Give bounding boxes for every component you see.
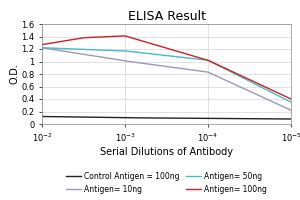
Control Antigen = 100ng — [139, 117, 142, 119]
Antigen= 10ng — [197, 70, 200, 72]
Line: Antigen= 10ng: Antigen= 10ng — [42, 48, 291, 110]
Control Antigen = 100ng — [220, 117, 224, 120]
Antigen= 10ng — [220, 77, 224, 80]
Antigen= 10ng — [70, 51, 74, 54]
Antigen= 50ng — [197, 58, 200, 60]
Antigen= 10ng — [221, 78, 225, 80]
Line: Antigen= 100ng: Antigen= 100ng — [42, 36, 291, 99]
Antigen= 100ng — [70, 38, 74, 41]
Legend: Control Antigen = 100ng, Antigen= 10ng, Antigen= 50ng, Antigen= 100ng: Control Antigen = 100ng, Antigen= 10ng, … — [66, 172, 267, 194]
Y-axis label: O.D.: O.D. — [10, 64, 20, 84]
Antigen= 100ng — [140, 39, 143, 42]
Antigen= 100ng — [289, 98, 293, 100]
Control Antigen = 100ng — [70, 116, 74, 118]
Control Antigen = 100ng — [197, 117, 200, 120]
Control Antigen = 100ng — [40, 115, 44, 118]
Antigen= 100ng — [123, 35, 127, 37]
Line: Antigen= 50ng: Antigen= 50ng — [42, 48, 291, 102]
Antigen= 100ng — [197, 56, 201, 59]
Antigen= 50ng — [121, 50, 125, 52]
Antigen= 50ng — [40, 47, 44, 49]
Antigen= 50ng — [139, 51, 142, 54]
Antigen= 100ng — [121, 35, 125, 37]
Antigen= 50ng — [70, 48, 74, 50]
Antigen= 50ng — [220, 66, 224, 68]
Antigen= 50ng — [221, 67, 225, 69]
Antigen= 10ng — [40, 47, 44, 49]
Antigen= 100ng — [220, 66, 224, 68]
Antigen= 50ng — [289, 101, 293, 103]
X-axis label: Serial Dilutions of Antibody: Serial Dilutions of Antibody — [100, 147, 233, 157]
Antigen= 100ng — [222, 66, 225, 69]
Antigen= 10ng — [139, 62, 142, 64]
Antigen= 10ng — [121, 59, 125, 62]
Title: ELISA Result: ELISA Result — [128, 10, 206, 23]
Antigen= 10ng — [289, 109, 293, 111]
Control Antigen = 100ng — [221, 117, 225, 120]
Antigen= 100ng — [40, 43, 44, 46]
Control Antigen = 100ng — [289, 118, 293, 120]
Control Antigen = 100ng — [121, 117, 125, 119]
Line: Control Antigen = 100ng: Control Antigen = 100ng — [42, 116, 291, 119]
